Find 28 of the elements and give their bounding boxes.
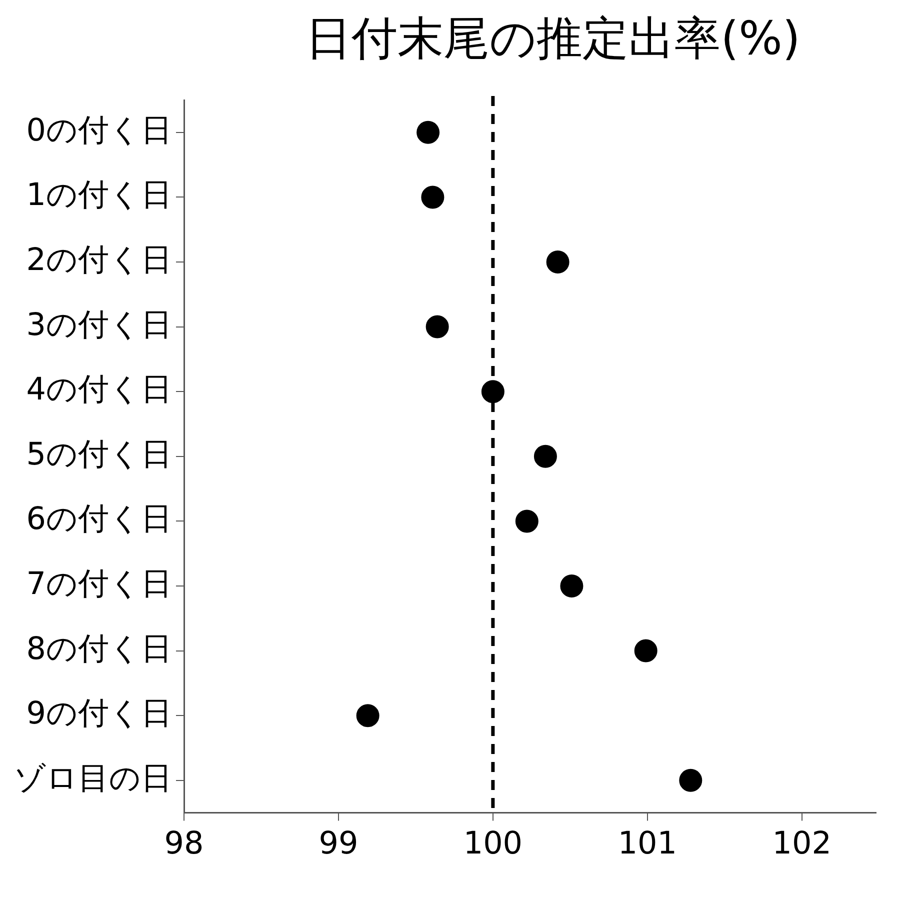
point [560,574,584,598]
chart-title: 日付末尾の推定出率(%) [304,10,802,67]
point [534,444,557,468]
point [634,639,658,662]
y-tick-label: 2の付く日 [26,242,172,278]
point [481,380,504,404]
y-tick-label: 0の付く日 [26,112,172,148]
x-tick-label: 101 [618,825,677,862]
point [416,120,440,144]
x-tick-label: 98 [164,825,204,862]
x-tick-label: 100 [463,825,523,862]
x-tick-label: 102 [772,825,832,862]
point [421,186,444,209]
y-tick-label: 7の付く日 [26,566,172,602]
y-tick-label: ゾロ目の日 [14,760,172,796]
y-tick-label: 4の付く日 [26,372,172,408]
y-tick-label: 6の付く日 [26,501,172,538]
y-tick-label: 9の付く日 [26,696,172,732]
x-tick-label: 99 [318,825,358,862]
y-tick-label: 1の付く日 [26,177,172,214]
point [546,250,570,274]
point [515,510,538,533]
point [356,704,380,728]
point [679,768,702,792]
point [426,315,449,338]
y-tick-label: 3の付く日 [26,306,172,343]
y-tick-label: 8の付く日 [26,630,172,667]
y-tick-label: 5の付く日 [26,436,172,472]
